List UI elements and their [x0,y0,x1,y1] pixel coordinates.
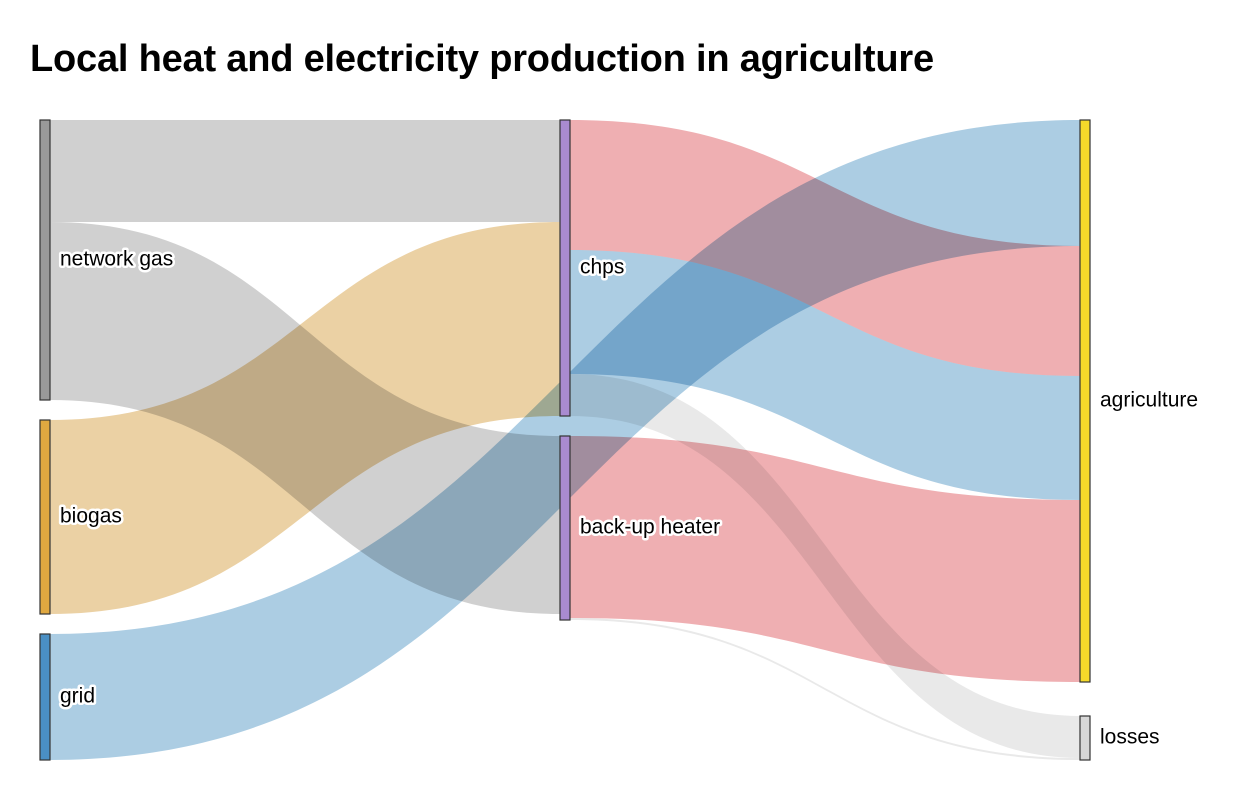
node-label-grid: grid [60,685,95,708]
link-back-up-heater-to-losses-8 [570,618,1080,760]
chart-title: Local heat and electricity production in… [30,38,934,80]
node-network-gas [39,119,51,401]
node-label-biogas: biogas [60,505,122,528]
link-back-up-heater-to-agriculture-7 [570,436,1080,682]
node-losses [1079,715,1091,761]
node-biogas [39,419,51,615]
link-chps-to-agriculture-5 [570,250,1080,500]
node-chps [559,119,571,417]
node-label-chps: chps [580,256,624,279]
link-network-gas-to-chps-0 [50,120,560,222]
sankey-nodes [39,119,1091,761]
node-label-losses: losses [1100,726,1160,749]
node-agriculture [1079,119,1091,683]
node-grid [39,633,51,761]
node-back-up-heater [559,435,571,621]
node-label-network-gas: network gas [60,248,173,271]
sankey-labels: network gas biogas grid chps back-up heater a… [58,245,1201,751]
link-biogas-to-chps-2 [50,222,560,614]
node-label-back-up-heater: back-up heater [580,516,720,539]
link-chps-to-agriculture-4 [570,120,1080,376]
node-label-agriculture: agriculture [1100,389,1198,412]
